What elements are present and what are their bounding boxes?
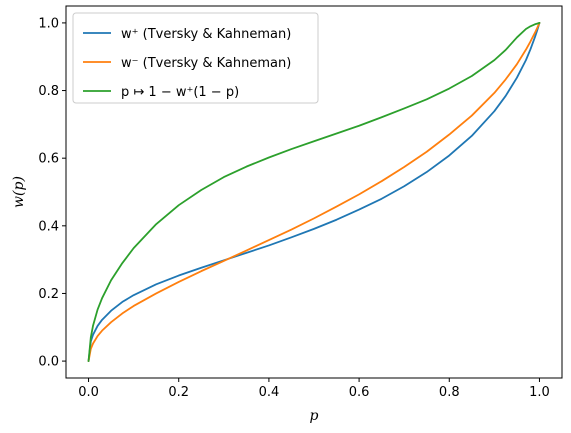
legend: w⁺ (Tversky & Kahneman) w⁻ (Tversky & Kah… — [72, 12, 319, 104]
y-tick-label: 0.4 — [38, 219, 59, 234]
x-tick-label: 0.2 — [168, 385, 189, 400]
y-tick-label: 0.0 — [38, 355, 59, 370]
legend-label-2: w⁻ (Tversky & Kahneman) — [121, 56, 291, 71]
x-tick-label: 0.8 — [439, 385, 460, 400]
ticks-layer: 0.0 0.2 0.4 0.6 0.8 1.0 0.0 0.2 0.4 0.6 0.8 1.0 — [38, 16, 549, 400]
series-line-1 — [87, 22, 541, 362]
x-tick-label: 1.0 — [529, 385, 550, 400]
series-layer — [87, 22, 541, 362]
y-axis-label: w(p) — [11, 176, 27, 208]
series-line-3 — [87, 22, 541, 362]
x-tick-label: 0.4 — [259, 385, 280, 400]
legend-label-1: w⁺ (Tversky & Kahneman) — [121, 27, 291, 42]
x-tick-label: 0.0 — [78, 385, 99, 400]
legend-box — [72, 12, 319, 104]
x-axis-label: p — [310, 408, 319, 424]
x-tick-label: 0.6 — [349, 385, 370, 400]
y-tick-label: 0.8 — [38, 84, 59, 99]
y-tick-label: 0.6 — [38, 152, 59, 167]
legend-label-3: p ↦ 1 − w⁺(1 − p) — [121, 85, 239, 100]
series-line-2 — [87, 22, 541, 362]
y-tick-label: 1.0 — [38, 16, 59, 31]
y-tick-label: 0.2 — [38, 287, 59, 302]
